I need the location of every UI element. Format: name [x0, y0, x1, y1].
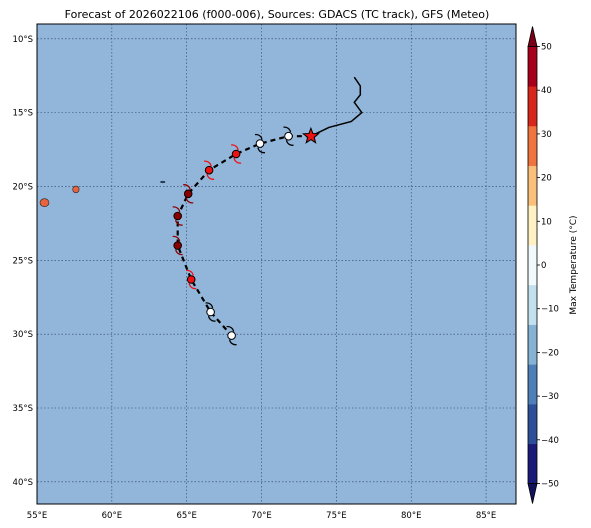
colorbar-segment [528, 86, 537, 127]
colorbar-under-arrow [527, 483, 538, 504]
cyclone-symbol-icon [172, 235, 183, 256]
cyclone-symbol-icon [205, 302, 216, 322]
islands [39, 180, 166, 208]
cyclone-symbol-icon [226, 325, 237, 346]
island-reunion [39, 198, 50, 208]
latitude-ticks: 10°S 15°S 20°S 25°S 30°S 35°S 40°S [13, 35, 33, 488]
colorbar-tick-label: 10 [541, 217, 552, 227]
lat-tick-label: 25°S [13, 256, 33, 266]
past-track-line [310, 76, 363, 137]
lat-tick-label: 15°S [13, 109, 33, 119]
colorbar-segment [528, 245, 537, 286]
colorbar: 50 40 30 20 10 0 −10 −20 −30 −40 −50 Max Temperatu… [527, 26, 579, 504]
colorbar-over-arrow [527, 26, 538, 47]
colorbar-label: Max Temperature (°C) [569, 215, 579, 314]
lat-tick-label: 35°S [13, 404, 33, 414]
star-icon [301, 126, 320, 144]
colorbar-tick-label: 40 [541, 86, 552, 96]
colorbar-tick-label: −40 [541, 436, 559, 446]
colorbar-segment [528, 324, 537, 365]
colorbar-segment [528, 404, 537, 445]
map-frame [36, 23, 517, 505]
colorbar-tick-label: 20 [541, 174, 552, 184]
lat-tick-label: 40°S [13, 478, 33, 488]
lon-tick-label: 85°E [476, 511, 496, 521]
island-rodrigues [160, 180, 166, 184]
colorbar-segment [528, 284, 537, 325]
colorbar-tick-label: −30 [541, 392, 559, 402]
cyclone-symbol-icon [172, 206, 183, 226]
island-mauritius [72, 185, 80, 194]
colorbar-segment [528, 46, 537, 87]
cyclone-symbol-icon [283, 126, 294, 146]
colorbar-tick-label: −50 [541, 480, 559, 490]
lon-tick-label: 65°E [176, 511, 196, 521]
map-panel: 55°E 60°E 65°E 70°E 75°E 80°E 85°E 10°S 15°S 20°… [13, 23, 517, 521]
cyclone-symbol-icon [183, 184, 194, 204]
colorbar-ticks: 50 40 30 20 10 0 −10 −20 −30 −40 −50 [537, 43, 559, 490]
colorbar-tick-label: 30 [541, 130, 552, 140]
lat-tick-label: 20°S [13, 182, 33, 192]
cyclone-symbol-icon [230, 144, 242, 164]
cyclone-symbol-icon [186, 269, 197, 290]
colorbar-tick-label: −20 [541, 348, 559, 358]
lon-tick-label: 70°E [251, 511, 271, 521]
cyclone-track [172, 76, 363, 346]
colorbar-segment [528, 205, 537, 246]
colorbar-segment [528, 364, 537, 405]
figure-title: Forecast of 2026022106 (f000-006), Sourc… [65, 8, 490, 21]
colorbar-tick-label: −10 [541, 305, 559, 315]
forecast-track-line [176, 135, 311, 337]
colorbar-segment [528, 165, 537, 206]
colorbar-segments [527, 26, 538, 504]
lat-tick-label: 30°S [13, 330, 33, 340]
colorbar-tick-label: 0 [541, 261, 546, 271]
colorbar-segment [528, 443, 537, 484]
colorbar-tick-label: 50 [541, 43, 552, 53]
graticule [36, 24, 516, 504]
ocean-background [37, 24, 516, 504]
lon-tick-label: 75°E [326, 511, 346, 521]
lat-tick-label: 10°S [13, 35, 33, 45]
colorbar-segment [528, 125, 537, 166]
lon-tick-label: 55°E [27, 511, 47, 521]
lon-tick-label: 60°E [102, 511, 122, 521]
cyclone-symbol-icon [254, 133, 266, 154]
lon-tick-label: 80°E [401, 511, 421, 521]
cyclone-symbol-icon [203, 160, 215, 180]
longitude-ticks: 55°E 60°E 65°E 70°E 75°E 80°E 85°E [27, 511, 497, 521]
